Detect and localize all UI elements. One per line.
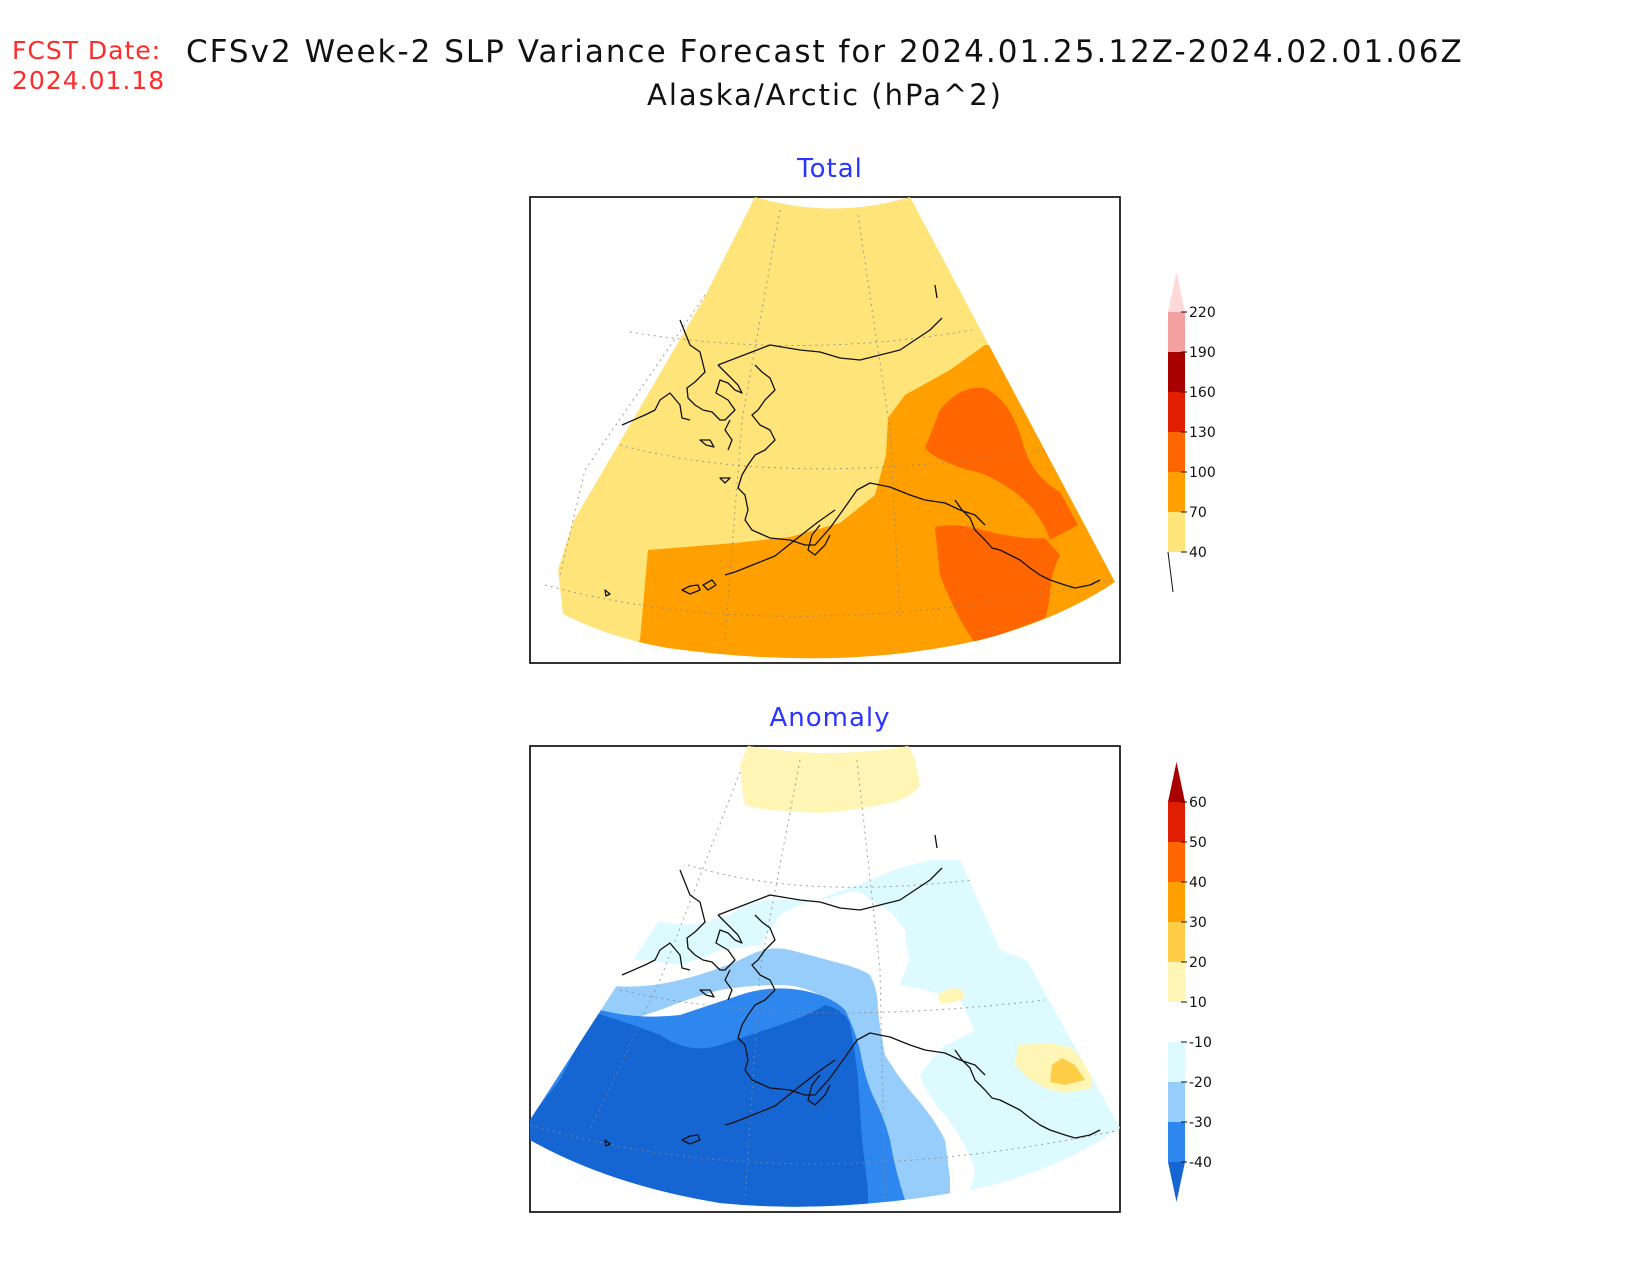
total-colorbar-band — [1168, 432, 1185, 472]
anomaly-colorbar-band — [1168, 802, 1185, 842]
total-colorbar-band — [1168, 392, 1185, 432]
anomaly-colorbar-band — [1168, 1082, 1185, 1122]
anomaly-colorbar-band — [1168, 922, 1185, 962]
total-coastline — [604, 284, 1101, 597]
forecast-date-value: 2024.01.18 — [12, 66, 166, 95]
anomaly-colorbar-band — [1168, 1042, 1185, 1082]
total-field-100-130-north — [925, 387, 1078, 540]
anomaly-colorbar-label: -40 — [1189, 1155, 1212, 1171]
anomaly-colorbar-label: 20 — [1189, 955, 1207, 971]
anomaly-field-minus20 — [600, 948, 950, 1207]
anomaly-colorbar: -40 -30 -20 -10 10 20 30 40 50 60 — [1168, 762, 1212, 1202]
anomaly-colorbar-band — [1168, 842, 1185, 882]
anomaly-field-10-20-small — [938, 988, 965, 1004]
anomaly-colorbar-label: 40 — [1189, 875, 1207, 891]
anomaly-colorbar-label: -10 — [1189, 1035, 1212, 1051]
total-colorbar-bottom-tail — [1168, 552, 1185, 592]
anomaly-colorbar-label: 10 — [1189, 995, 1207, 1011]
total-panel-title: Total — [797, 154, 863, 184]
total-colorbar-band — [1168, 312, 1185, 352]
anomaly-colorbar-band — [1168, 962, 1185, 1002]
total-colorbar-top-arrow — [1168, 272, 1185, 312]
anomaly-colorbar-label: 50 — [1189, 835, 1207, 851]
subtitle: Alaska/Arctic (hPa^2) — [647, 78, 1003, 112]
anomaly-colorbar-band — [1168, 1122, 1185, 1162]
total-colorbar-label: 160 — [1189, 385, 1216, 401]
total-colorbar: 40 70 100 130 160 190 220 — [1167, 272, 1216, 593]
anomaly-colorbar-label: -20 — [1189, 1075, 1212, 1091]
anomaly-field-minus10 — [620, 860, 1120, 1207]
total-colorbar-label: 70 — [1189, 505, 1207, 521]
total-colorbar-label: 220 — [1189, 305, 1216, 321]
anomaly-field-10-20-north — [740, 746, 920, 813]
anomaly-colorbar-bottom-arrow — [1168, 1162, 1185, 1202]
anomaly-colorbar-label: -30 — [1189, 1115, 1212, 1131]
total-colorbar-label: 190 — [1189, 345, 1216, 361]
total-colorbar-label: 40 — [1189, 545, 1207, 561]
anomaly-colorbar-label: 30 — [1189, 915, 1207, 931]
total-colorbar-tail-edge — [1167, 551, 1174, 593]
anomaly-colorbar-band — [1168, 882, 1185, 922]
anomaly-map: -40 -30 -20 -10 10 20 30 40 50 60 — [529, 745, 1212, 1213]
anomaly-panel-title: Anomaly — [769, 703, 891, 733]
total-map: 40 70 100 130 160 190 220 — [529, 196, 1216, 664]
forecast-date-label: FCST Date: — [12, 36, 162, 65]
anomaly-colorbar-label: 60 — [1189, 795, 1207, 811]
anomaly-graticule — [529, 759, 1121, 1201]
total-colorbar-label: 130 — [1189, 425, 1216, 441]
anomaly-colorbar-band — [1168, 1002, 1185, 1042]
total-colorbar-band — [1168, 512, 1185, 552]
total-colorbar-band — [1168, 472, 1185, 512]
total-graticule — [544, 209, 1116, 641]
anomaly-coastline — [604, 834, 1101, 1147]
anomaly-field-20-30-east — [1050, 1058, 1085, 1085]
total-colorbar-label: 100 — [1189, 465, 1216, 481]
main-title: CFSv2 Week-2 SLP Variance Forecast for 2… — [186, 34, 1464, 70]
total-field-100-130-south — [935, 525, 1060, 643]
anomaly-colorbar-top-arrow — [1168, 762, 1185, 802]
total-colorbar-band — [1168, 352, 1185, 392]
anomaly-field-minus40 — [530, 1005, 868, 1207]
